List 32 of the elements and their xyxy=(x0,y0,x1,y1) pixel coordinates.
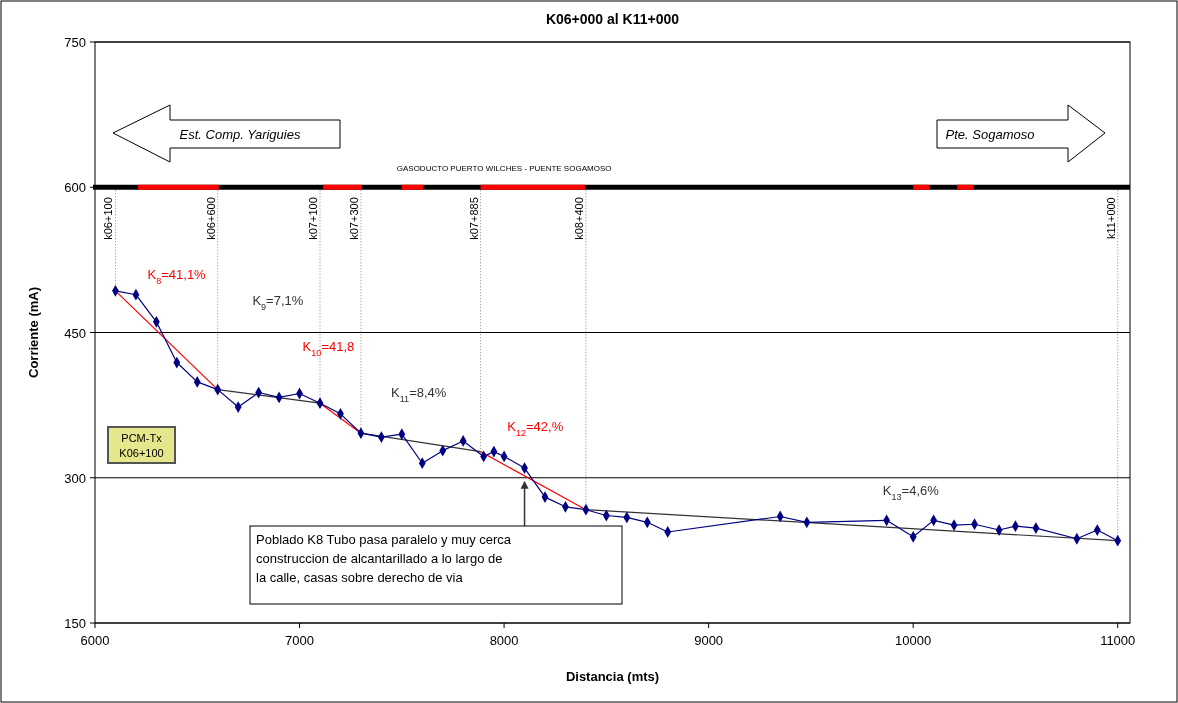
y-tick-label: 150 xyxy=(64,616,86,631)
annotation: K$_{12}$=42,% xyxy=(507,418,564,438)
annotation: K$_{10}$=41,8 xyxy=(302,339,355,359)
x-tick-label: 8000 xyxy=(489,633,519,648)
ref-line-label: k07+885 xyxy=(467,197,480,240)
x-tick-label: 7000 xyxy=(285,633,315,648)
x-tick-label: 6000 xyxy=(80,633,110,648)
annotation: Est. Comp. Yariguies xyxy=(179,127,301,142)
y-axis-title: Corriente (mA) xyxy=(26,286,41,379)
x-axis-title: Distancia (mts) xyxy=(565,669,660,684)
chart-title: K06+000 al K11+000 xyxy=(545,11,680,27)
x-tick-label: 11000 xyxy=(1100,633,1136,648)
ref-line-label: k08+400 xyxy=(572,197,585,240)
x-tick-label: 9000 xyxy=(694,633,724,648)
y-tick-label: 750 xyxy=(64,35,86,50)
ref-line-label: k11+000 xyxy=(1104,197,1117,239)
annotation: K$_{9}$=7,1% xyxy=(252,293,304,313)
y-tick-label: 300 xyxy=(64,470,86,486)
y-tick-label: 600 xyxy=(64,180,86,196)
annotation: Pte. Sogamoso xyxy=(945,127,1035,142)
annotation: K$_{11}$=8,4% xyxy=(391,385,447,405)
y-tick-label: 450 xyxy=(64,325,86,341)
annotation: K$_{8}$=41,1% xyxy=(147,267,207,287)
annotation: K$_{13}$=4,6% xyxy=(882,483,940,503)
x-tick-label: 10000 xyxy=(895,633,932,648)
ref-line-label: k06+600 xyxy=(204,197,217,240)
ref-line-label: k06+100 xyxy=(102,197,115,240)
annotation: PCM-Tx K06+100 xyxy=(119,432,164,459)
annotation: Poblado K8 Tubo pasa paralelo y muy cerca construccion de alcantarillado a lo largo de la calle, casas sobre derecho de via xyxy=(256,532,512,585)
ref-line-label: k07+100 xyxy=(307,197,319,240)
ref-line-label: k07+300 xyxy=(347,197,360,240)
ref-line-label: GASODUCTO PUERTO WILCHES - PUENTE SOGAMOSO xyxy=(396,164,612,174)
